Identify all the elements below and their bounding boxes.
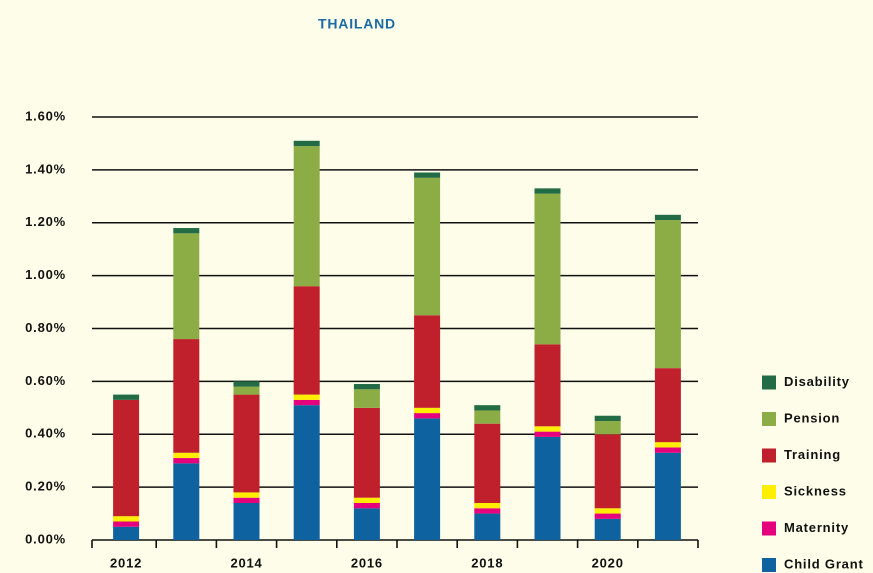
bar-segment xyxy=(594,513,621,519)
bar-segment xyxy=(353,407,380,498)
bar-segment xyxy=(654,220,681,369)
bar-segment xyxy=(654,214,681,221)
bar-segment xyxy=(414,407,441,414)
bar-segment xyxy=(353,502,380,509)
bar-segment xyxy=(353,497,380,503)
bar-segment xyxy=(534,188,561,194)
y-tick-label: 1.20% xyxy=(25,214,66,229)
bar-segment xyxy=(414,177,441,316)
bar-segment xyxy=(414,172,441,178)
bar-segment xyxy=(534,431,561,437)
bar-segment xyxy=(414,413,441,419)
bar-segment xyxy=(233,492,260,498)
bar-segment xyxy=(173,339,200,453)
bar-segment xyxy=(594,508,621,514)
bar-segment xyxy=(233,502,260,540)
bar-segment xyxy=(474,405,501,411)
x-tick-label: 2020 xyxy=(592,555,624,570)
chart-title: THAILAND xyxy=(318,16,396,32)
bar-segment xyxy=(173,463,200,540)
legend-swatch xyxy=(762,375,776,390)
bar-segment xyxy=(474,502,501,509)
y-tick-label: 0.60% xyxy=(25,373,66,388)
y-tick-label: 0.20% xyxy=(25,479,66,494)
legend-label: Training xyxy=(784,447,841,462)
bar-segment xyxy=(534,426,561,432)
bar-segment xyxy=(113,394,140,400)
bar-segment xyxy=(654,452,681,540)
bar-segment xyxy=(113,526,140,540)
bar-segment xyxy=(474,513,501,540)
bar-segment xyxy=(534,193,561,345)
y-tick-label: 0.00% xyxy=(25,531,66,546)
legend-label: Sickness xyxy=(784,483,847,498)
bar-segment xyxy=(173,458,200,464)
legend-swatch xyxy=(762,412,776,426)
bar-segment xyxy=(353,389,380,408)
y-tick-label: 1.00% xyxy=(25,267,66,282)
bar-segment xyxy=(594,434,621,509)
bar-segment xyxy=(293,399,320,406)
legend-swatch xyxy=(762,558,776,572)
bar-segment xyxy=(173,228,200,234)
bar-segment xyxy=(173,452,200,459)
legend-label: Pension xyxy=(784,410,840,425)
bar-segment xyxy=(353,384,380,390)
bar-segment xyxy=(293,140,320,147)
bar-segment xyxy=(594,518,621,540)
bar-segment xyxy=(113,399,140,517)
bar-segment xyxy=(233,386,260,395)
bar-segment xyxy=(474,410,501,424)
legend-swatch xyxy=(762,448,776,463)
x-tick-label: 2014 xyxy=(230,555,262,570)
bar-segment xyxy=(534,344,561,427)
bar-segment xyxy=(654,442,681,448)
bar-segment xyxy=(654,447,681,453)
legend-label: Maternity xyxy=(784,520,849,535)
y-tick-label: 1.60% xyxy=(25,108,66,123)
y-tick-label: 1.40% xyxy=(25,161,66,176)
bar-segment xyxy=(293,394,320,400)
bar-segment xyxy=(233,497,260,503)
bar-segment xyxy=(474,508,501,514)
bar-segment xyxy=(474,423,501,503)
bar-segment xyxy=(233,394,260,493)
bar-segment xyxy=(173,233,200,340)
bar-segment xyxy=(594,415,621,422)
bar-segment xyxy=(293,286,320,395)
bar-segment xyxy=(654,368,681,443)
y-tick-label: 0.80% xyxy=(25,320,66,335)
bar-segment xyxy=(113,521,140,527)
bar-segment xyxy=(293,405,320,540)
bar-segment xyxy=(594,421,621,435)
y-tick-label: 0.40% xyxy=(25,426,66,441)
x-tick-label: 2012 xyxy=(110,555,142,570)
legend-label: Child Grant xyxy=(784,556,864,571)
x-tick-label: 2018 xyxy=(471,555,503,570)
legend-swatch xyxy=(762,521,776,536)
bar-segment xyxy=(113,516,140,522)
bar-segment xyxy=(534,436,561,540)
bar-segment xyxy=(293,146,320,287)
bar-segment xyxy=(353,508,380,540)
bar-segment xyxy=(414,418,441,540)
bar-segment xyxy=(414,315,441,408)
bar-segment xyxy=(233,381,260,387)
x-tick-label: 2016 xyxy=(351,555,383,570)
legend-swatch xyxy=(762,485,776,499)
legend-label: Disability xyxy=(784,374,850,389)
